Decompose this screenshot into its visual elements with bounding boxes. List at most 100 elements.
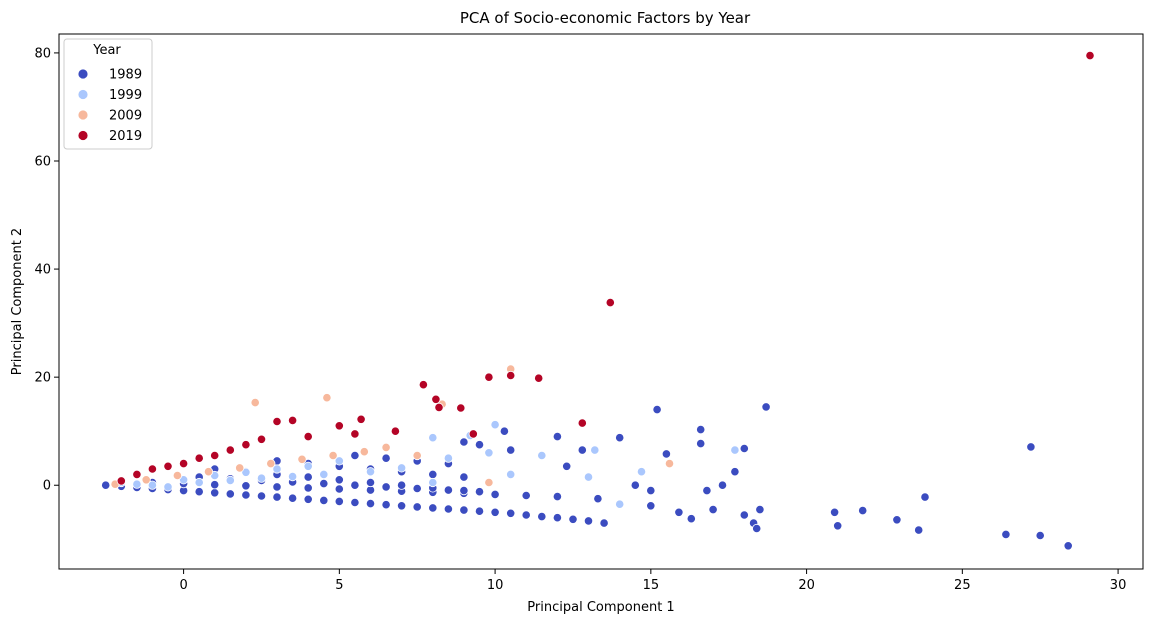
data-point-1999 bbox=[484, 448, 494, 458]
data-point-2019 bbox=[468, 429, 478, 439]
data-point-1989 bbox=[521, 510, 531, 520]
data-point-1999 bbox=[365, 467, 376, 477]
data-point-1989 bbox=[350, 480, 360, 490]
x-tick-label: 10 bbox=[487, 578, 504, 593]
data-point-1989 bbox=[381, 482, 391, 492]
data-point-2019 bbox=[210, 450, 220, 461]
data-point-2019 bbox=[225, 445, 235, 455]
x-tick-label: 5 bbox=[335, 578, 343, 593]
data-point-1989 bbox=[210, 480, 220, 490]
data-point-1989 bbox=[194, 487, 204, 497]
data-point-1999 bbox=[537, 450, 547, 461]
data-point-2019 bbox=[147, 464, 157, 474]
data-point-1989 bbox=[474, 487, 485, 497]
data-point-1989 bbox=[459, 505, 469, 515]
data-point-1989 bbox=[303, 494, 313, 504]
series-2019 bbox=[116, 50, 1095, 486]
data-point-1999 bbox=[730, 445, 740, 455]
data-point-1999 bbox=[194, 477, 204, 488]
data-point-1989 bbox=[646, 485, 656, 496]
data-point-1989 bbox=[730, 467, 740, 477]
data-point-2019 bbox=[418, 380, 428, 390]
data-point-1989 bbox=[334, 484, 344, 494]
data-point-2009 bbox=[412, 450, 422, 461]
data-point-1989 bbox=[443, 504, 453, 514]
series-1999 bbox=[116, 420, 740, 509]
data-point-2019 bbox=[334, 421, 344, 431]
legend-label-1999: 1999 bbox=[109, 88, 142, 103]
data-point-1999 bbox=[590, 445, 600, 455]
data-point-1989 bbox=[459, 472, 469, 482]
data-point-1989 bbox=[858, 505, 868, 516]
data-point-2009 bbox=[381, 442, 391, 452]
data-point-1989 bbox=[577, 445, 587, 455]
data-point-1989 bbox=[914, 525, 924, 535]
data-point-1989 bbox=[652, 404, 662, 415]
data-point-2019 bbox=[256, 434, 267, 444]
data-point-1989 bbox=[696, 424, 706, 435]
legend-entries: 1989 1999 2009 2019 bbox=[77, 68, 142, 144]
legend: Year 1989 1999 2009 2019 bbox=[63, 38, 153, 150]
data-point-1989 bbox=[499, 426, 509, 436]
data-point-1989 bbox=[101, 480, 111, 490]
data-point-2019 bbox=[356, 414, 366, 424]
data-point-2019 bbox=[506, 370, 516, 381]
data-point-1989 bbox=[739, 510, 749, 520]
legend-title: Year bbox=[92, 43, 121, 58]
data-point-2009 bbox=[172, 470, 182, 481]
data-point-1989 bbox=[752, 523, 762, 534]
data-point-2009 bbox=[359, 447, 369, 457]
data-point-1989 bbox=[365, 477, 376, 488]
data-point-2019 bbox=[390, 426, 400, 436]
data-point-1989 bbox=[303, 472, 313, 482]
data-point-1989 bbox=[443, 485, 453, 495]
data-point-1989 bbox=[583, 516, 594, 526]
data-point-1989 bbox=[1026, 442, 1036, 452]
data-point-2019 bbox=[534, 373, 544, 383]
data-point-1999 bbox=[163, 482, 173, 492]
data-point-1989 bbox=[412, 483, 422, 494]
legend-label-1989: 1989 bbox=[109, 68, 142, 83]
data-point-1989 bbox=[552, 491, 563, 502]
legend-marker-2009 bbox=[77, 109, 89, 121]
data-point-2019 bbox=[194, 453, 204, 463]
data-point-1989 bbox=[303, 483, 313, 493]
data-point-2009 bbox=[203, 467, 214, 477]
legend-frame bbox=[63, 38, 153, 150]
data-point-1989 bbox=[755, 504, 765, 515]
ticks-layer: 0 5 10 15 20 25 30 0 20 40 60 80 bbox=[34, 46, 1126, 593]
data-point-1999 bbox=[303, 461, 313, 471]
data-point-2009 bbox=[297, 454, 307, 464]
legend-marker-1999 bbox=[77, 89, 89, 100]
data-point-2019 bbox=[241, 440, 251, 450]
data-point-1989 bbox=[702, 485, 712, 496]
data-point-1989 bbox=[428, 503, 438, 513]
series-2009 bbox=[110, 364, 675, 489]
legend-marker-2019 bbox=[77, 130, 89, 141]
data-point-1999 bbox=[615, 499, 625, 509]
data-point-1989 bbox=[829, 507, 840, 517]
data-point-1989 bbox=[210, 488, 220, 498]
data-point-1999 bbox=[256, 473, 267, 483]
data-point-1989 bbox=[365, 485, 376, 495]
y-tick-label: 0 bbox=[43, 479, 51, 494]
data-point-1989 bbox=[365, 498, 376, 509]
data-point-1989 bbox=[241, 490, 251, 500]
data-point-1989 bbox=[717, 480, 728, 490]
data-point-2009 bbox=[484, 477, 494, 488]
data-point-1989 bbox=[381, 453, 391, 463]
data-point-1989 bbox=[256, 491, 267, 501]
data-point-1989 bbox=[615, 433, 625, 443]
legend-label-2009: 2009 bbox=[109, 109, 142, 124]
data-point-1989 bbox=[459, 437, 469, 447]
data-point-1989 bbox=[708, 504, 718, 515]
x-axis-title: Principal Component 1 bbox=[527, 600, 674, 615]
data-point-2019 bbox=[484, 372, 494, 382]
data-point-1989 bbox=[506, 445, 516, 455]
data-point-1989 bbox=[661, 449, 672, 459]
data-point-2019 bbox=[163, 461, 173, 471]
data-point-2019 bbox=[272, 416, 282, 427]
data-point-1989 bbox=[225, 489, 235, 499]
data-point-1989 bbox=[1035, 530, 1045, 541]
data-point-1989 bbox=[1063, 541, 1073, 551]
